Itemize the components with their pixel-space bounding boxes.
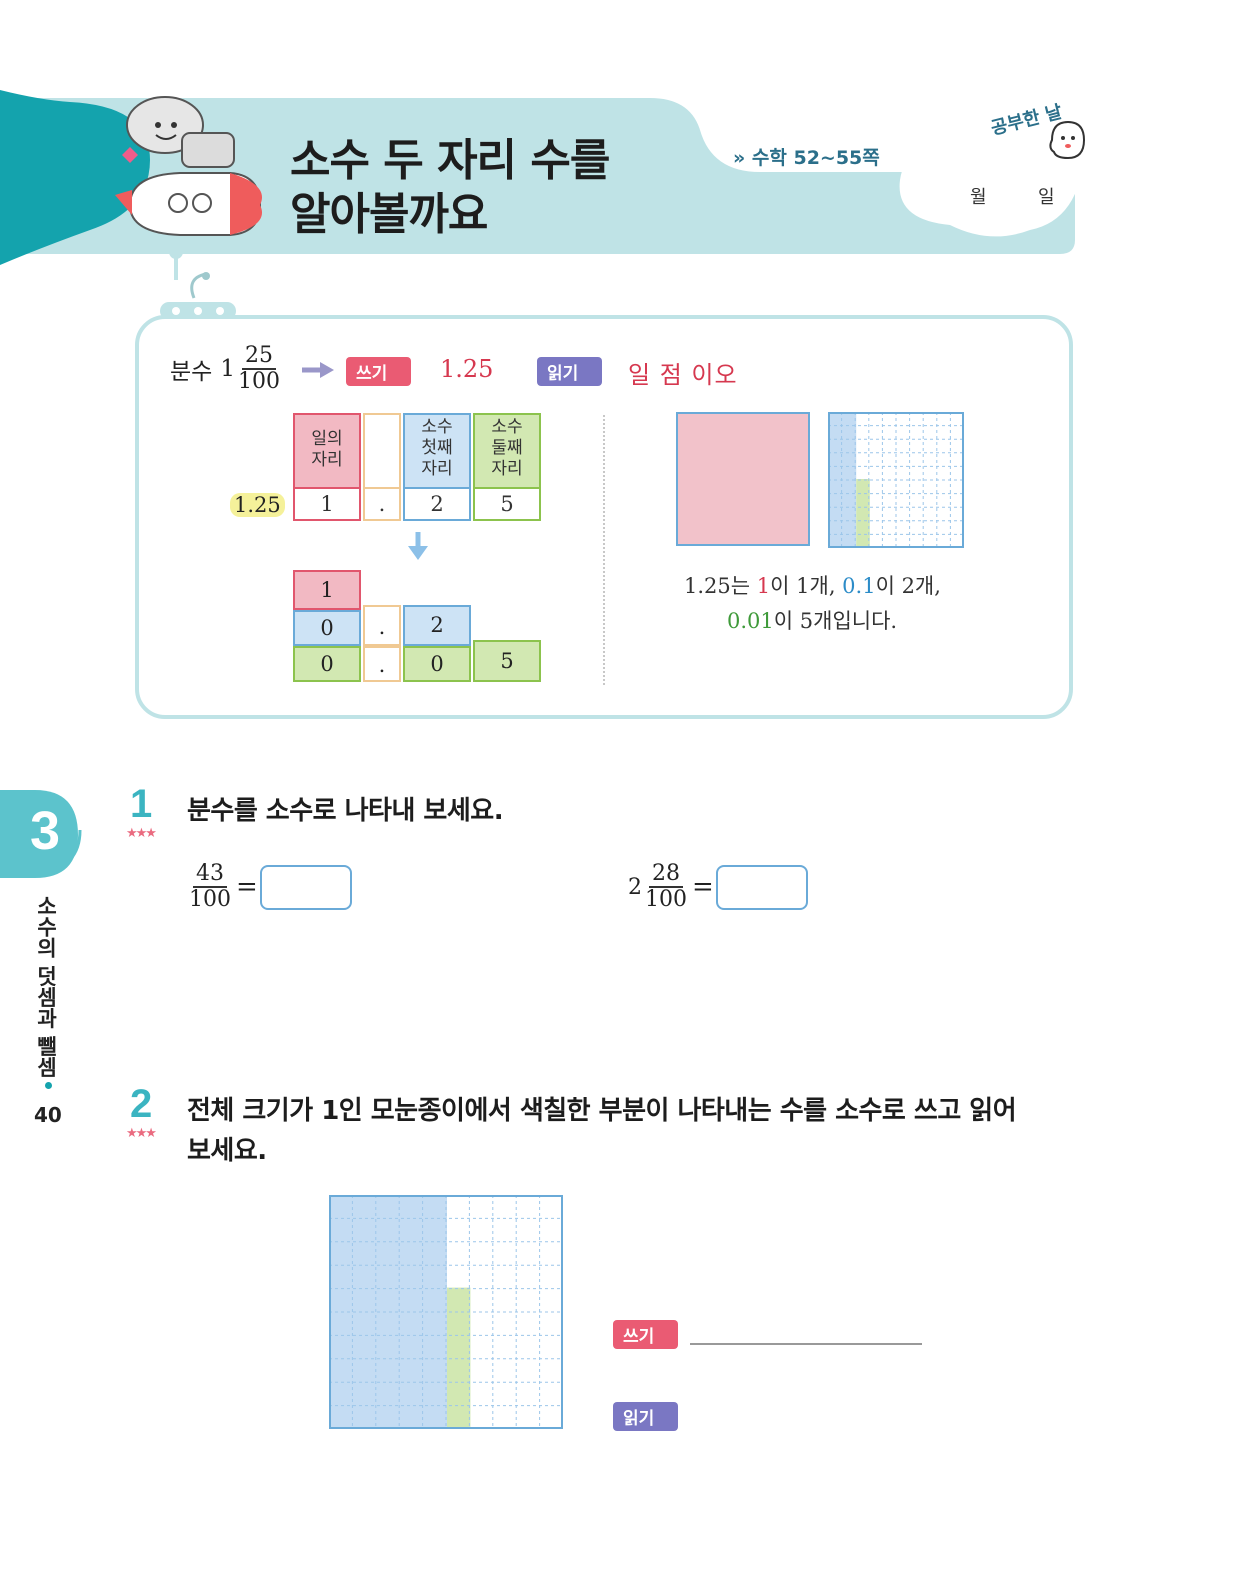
number-label-1.25: 1.25 [230,493,285,517]
fraction-whole: 1 [220,356,235,383]
explain-text-b: 이 1개, [770,574,843,598]
digit-ones: 1 [293,487,361,521]
question-1-text: 분수를 소수로 나타내 보세요. [187,796,504,826]
small-hundred-grid [828,412,964,548]
divider [603,415,605,685]
whole-square [676,412,810,546]
breakdown-row2-point: . [363,605,401,646]
explain-text-d: 이 5개입니다. [773,609,898,633]
question-2-text-line2: 보세요. [187,1136,267,1166]
chapter-tab [0,790,82,878]
down-arrow-icon [408,532,428,560]
header-ones-place-text: 일의 자리 [311,429,343,470]
header-tenths-place: 소수 첫째 자리 2 [403,413,471,521]
page-dot [45,1082,52,1089]
explanation-line1: 1.25는 1이 1개, 0.1이 2개, [684,570,941,600]
large-hundred-grid [329,1195,563,1429]
q1a-answer-box[interactable] [259,864,352,910]
explanation-line2: 0.01이 5개입니다. [727,605,897,635]
header-hundredths-place: 소수 둘째 자리 5 [473,413,541,521]
question-2-stars: ★★★ [126,1126,157,1141]
q1-item-a: 43 100 = [186,861,352,913]
rocket-character-illustration [115,96,262,236]
q1b-answer-box[interactable] [715,864,808,910]
write-value: 1.25 [440,355,494,383]
breakdown-row3-tenths: 0 [403,646,471,682]
fraction-label: 분수 [170,359,213,386]
q2-read-tag: 읽기 [613,1402,679,1431]
read-tag: 읽기 [537,357,603,386]
header-hundredths-place-text: 소수 둘째 자리 [491,417,523,479]
breakdown-row3-point: . [363,646,401,682]
fraction-expression: 분수 1 25 100 [170,343,283,395]
explain-hundredth: 0.01 [727,609,774,633]
question-1-number: 1 [130,782,153,826]
breakdown-row2-ones: 0 [293,610,361,646]
digit-tenths: 2 [403,487,471,521]
q1b-numerator: 28 [649,861,683,889]
breakdown-ones-cell: 1 [293,570,361,610]
day-label: 일 [1038,187,1055,208]
digit-decimal-point: . [363,487,401,521]
q1a-fraction: 43 100 [186,861,234,913]
read-value: 일 점 이오 [628,361,738,389]
q1b-whole: 2 [628,874,642,900]
header-decimal-point: . [363,413,401,521]
explain-text-c: 이 2개, [875,574,941,598]
question-1-stars: ★★★ [126,826,157,841]
breakdown-row3-hundredths: 5 [473,640,541,682]
page-title-line1: 소수 두 자리 수를 [290,135,610,186]
header-tenths-place-text: 소수 첫째 자리 [421,417,453,479]
q2-write-tag: 쓰기 [613,1320,679,1349]
q1-item-b: 2 28 100 = [628,861,808,913]
right-arrow-icon [302,362,334,378]
page-title-line2: 알아볼까요 [290,189,488,240]
explain-tenth: 0.1 [842,574,876,598]
page-number: 40 [34,1103,62,1127]
header-banner [0,90,1085,280]
ghost-mascot-icon [1049,120,1086,160]
grid-border [329,1195,563,1429]
question-2-number: 2 [130,1082,153,1126]
month-label: 월 [970,187,987,208]
explain-text-a: 1.25는 [684,574,757,598]
q1a-numerator: 43 [193,861,227,889]
q1a-equals: = [236,872,258,903]
breakdown-row3-ones: 0 [293,646,361,682]
explain-one: 1 [756,574,771,598]
q1b-equals: = [692,872,714,903]
fraction: 25 100 [235,343,283,395]
q1a-denominator: 100 [189,887,231,913]
fraction-numerator: 25 [241,343,276,371]
write-tag: 쓰기 [346,357,412,386]
textbook-reference: » 수학 52~55쪽 [733,143,880,170]
grid-border [828,412,964,548]
shaded-cells [447,1287,471,1428]
shaded-cells [856,479,870,547]
chapter-number: 3 [30,801,61,861]
digit-hundredths: 5 [473,487,541,521]
q1b-fraction: 28 100 [642,861,690,913]
header-ones-place: 일의 자리 1 [293,413,361,521]
breakdown-row2-tenths: 2 [403,605,471,646]
q1b-denominator: 100 [645,887,687,913]
chapter-title: 소수의 덧셈과 뺄셈 [34,895,58,1078]
q2-write-answer-line[interactable] [690,1343,922,1345]
double-chevron-icon: » [733,147,746,169]
reference-text: 수학 52~55쪽 [751,147,880,169]
question-2-text-line1: 전체 크기가 1인 모눈종이에서 색칠한 부분이 나타내는 수를 소수로 쓰고 … [187,1096,1017,1126]
fraction-denominator: 100 [237,369,280,395]
